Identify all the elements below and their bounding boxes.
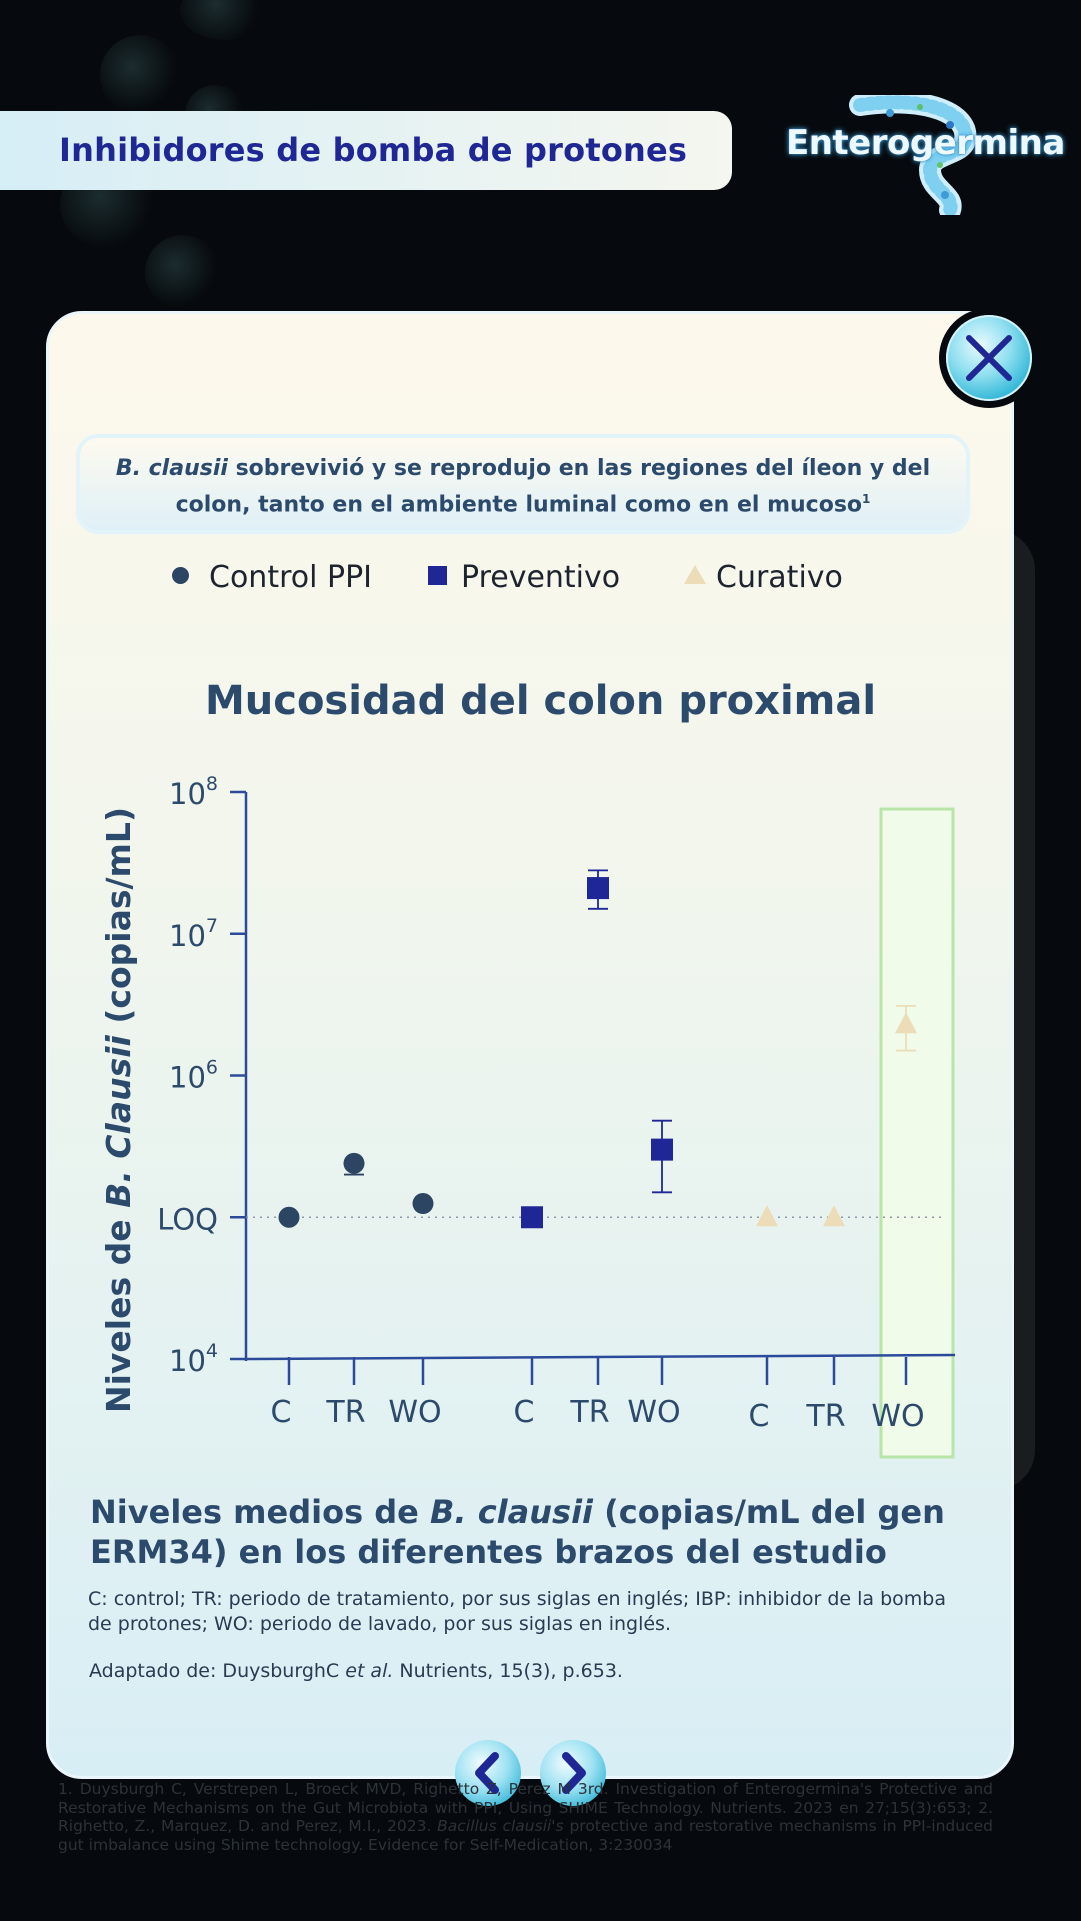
figure-caption-title: Niveles medios de B. clausii (copias/mL … [90,1492,970,1572]
legend-item-curativo: Curativo [684,560,843,595]
figure-source: Adaptado de: DuysburghC et al. Nutrients… [89,1660,969,1682]
caption-title-species: B. clausii [430,1493,593,1531]
y-tick-label: 107 [169,915,218,953]
data-point-square [587,877,609,900]
y-tick-label-base: 10 [169,1061,206,1095]
chevron-left-icon [475,1752,499,1794]
circle-marker-icon [172,567,189,584]
reference-text: 1. Duysburgh C, Verstrepen L, Broeck MVD… [58,1780,993,1835]
legend-item-preventivo: Preventivo [428,560,620,595]
intestine-logo-icon [849,91,977,221]
y-axis-label-species: B. Clausii [99,1034,138,1207]
callout-text: sobrevivió y se reprodujo en las regione… [175,456,931,518]
data-point-triangle [823,1205,845,1227]
logo-text: Enterogermina [786,123,1065,163]
x-tick-label: C [271,1395,292,1430]
x-tick-label: C [514,1395,535,1430]
y-tick-label: 108 [169,773,218,811]
y-tick-label-exponent: 6 [206,1057,218,1079]
callout-species: B. clausii [115,456,228,481]
source-part: Nutrients, 15(3), p.653. [393,1660,623,1682]
highlight-box [879,807,955,1459]
y-tick-label-exponent: 8 [206,773,218,795]
references: 1. Duysburgh C, Verstrepen L, Broeck MVD… [58,1780,993,1854]
chart-title: Mucosidad del colon proximal [204,678,877,724]
key-finding-callout: B. clausii sobrevivió y se reprodujo en … [76,434,970,534]
y-tick-label: LOQ [157,1202,218,1236]
x-tick-label: WO [627,1395,680,1430]
source-part: Adaptado de: DuysburghC [89,1660,346,1682]
data-point-triangle [756,1205,778,1227]
x-axis-line [245,1353,956,1361]
data-point-triangle [895,1012,917,1034]
previous-button[interactable] [455,1740,521,1806]
x-tick-label: C [749,1399,770,1434]
data-point-square [521,1206,543,1229]
chart-legend: Control PPI Preventivo Curativo [0,560,1081,600]
caption-title-part: (copias/mL del gen ERM34) en los diferen… [90,1493,945,1571]
reference-text: protective and restorative mechanisms in… [58,1817,993,1854]
data-point-circle [278,1206,300,1228]
y-axis-label-prefix: Niveles de [99,1208,138,1413]
x-tick-label: TR [805,1399,845,1434]
legend-label: Curativo [716,560,843,595]
triangle-marker-icon [684,565,706,584]
caption-title-part: Niveles medios de [90,1493,431,1531]
y-tick-label-exponent: 7 [206,915,218,937]
data-point-square [651,1138,673,1161]
y-tick-label: 106 [169,1057,218,1095]
y-tick-label: 104 [169,1340,218,1378]
data-point-circle [412,1193,434,1215]
background-bubble [100,35,180,115]
source-italic: et al. [345,1660,394,1682]
next-button[interactable] [540,1740,606,1806]
x-tick-label: WO [871,1399,924,1434]
y-tick-label-base: 10 [169,1344,206,1378]
data-point-circle [343,1152,365,1174]
x-tick-label: TR [569,1395,609,1430]
y-tick-label-base: 10 [169,777,206,811]
x-tick-label: WO [388,1395,441,1430]
y-tick-label-base: 10 [169,919,206,953]
content-card [46,311,1014,1779]
close-button[interactable] [939,308,1039,408]
reference-italic: Bacillus clausii's [437,1817,564,1835]
callout-reference: 1 [862,492,871,506]
y-axis-label: Niveles de B. Clausii (copias/mL) [99,807,138,1413]
enterogermina-logo: Enterogermina [780,91,1065,221]
background-bubble [145,235,220,310]
y-axis-label-suffix: (copias/mL) [99,807,138,1035]
page-title: Inhibidores de bomba de protones [59,131,688,169]
legend-label: Control PPI [209,560,373,595]
figure-caption-note: C: control; TR: periodo de tratamiento, … [88,1588,946,1635]
chevron-right-icon [562,1752,586,1794]
x-tick-label: TR [325,1395,365,1430]
square-marker-icon [428,566,447,585]
y-tick-label-base: LOQ [157,1202,218,1236]
legend-item-control: Control PPI [172,560,372,595]
header-bar: Inhibidores de bomba de protones [0,111,732,190]
legend-label: Preventivo [461,560,621,595]
close-icon [966,335,1012,381]
y-tick-label-exponent: 4 [206,1340,218,1362]
